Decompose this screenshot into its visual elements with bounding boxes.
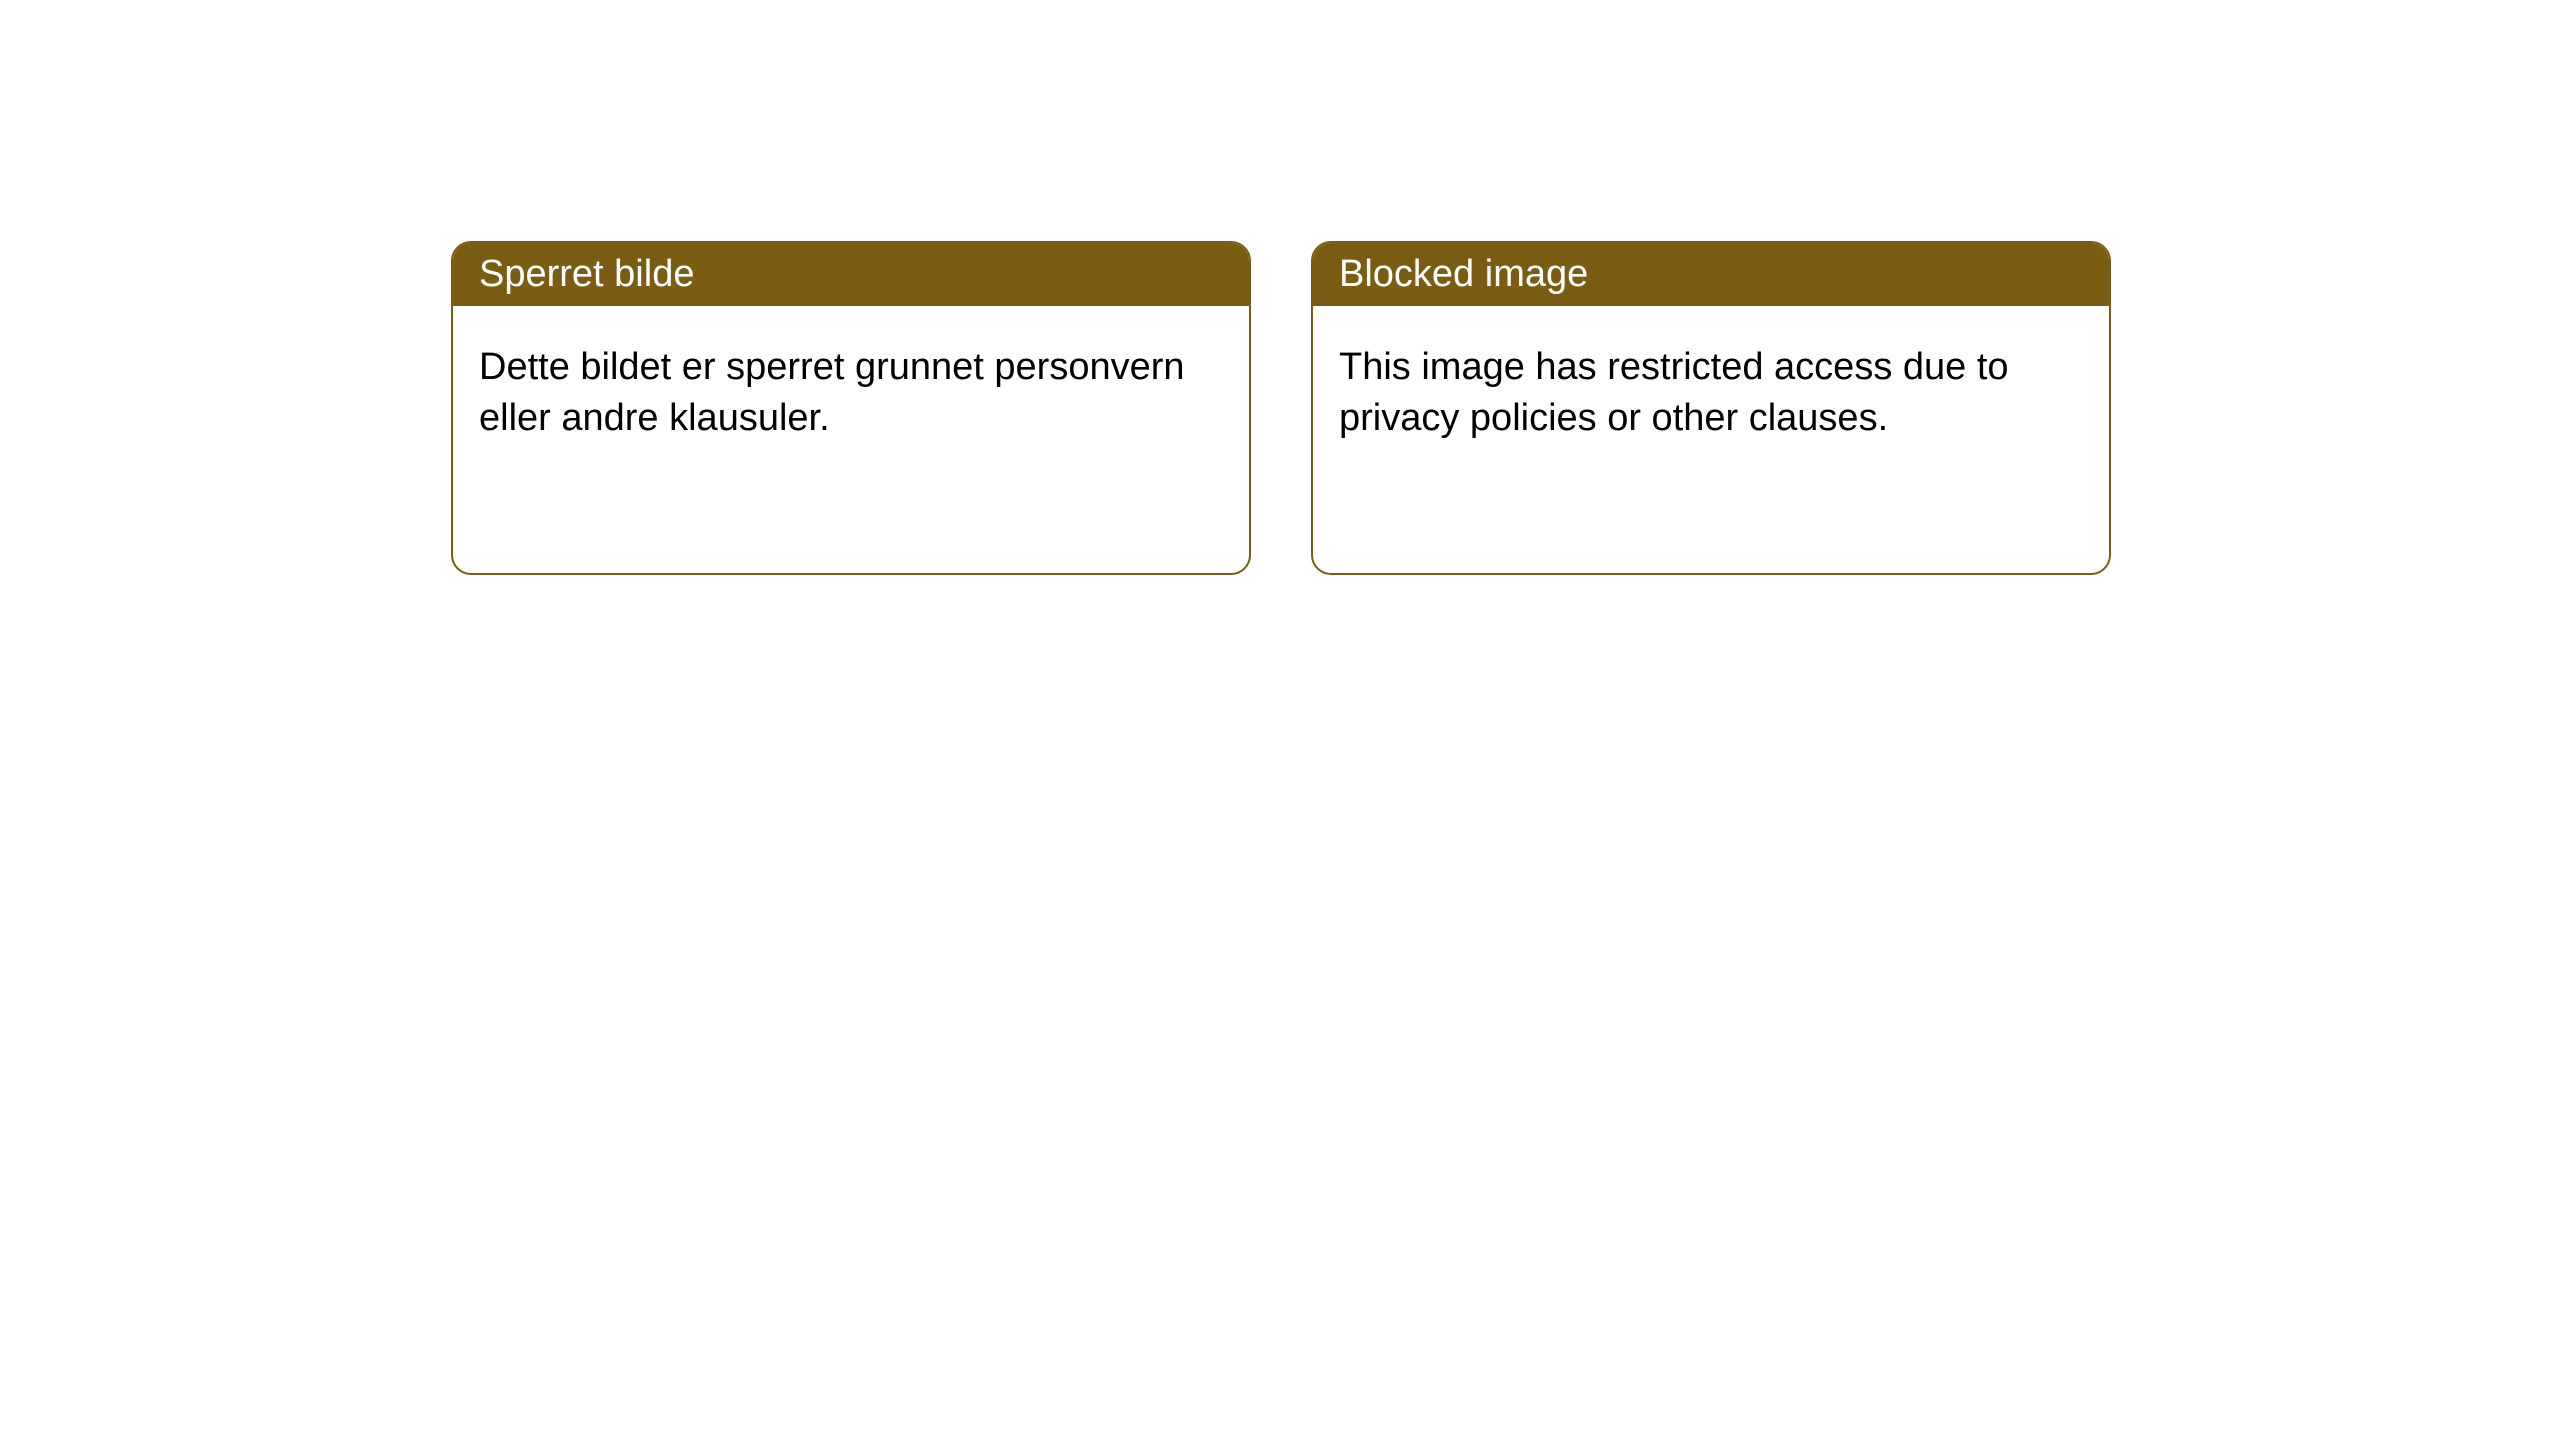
notice-body: Dette bildet er sperret grunnet personve… [453,306,1249,481]
notice-header: Sperret bilde [453,243,1249,306]
notice-body: This image has restricted access due to … [1313,306,2109,481]
notice-title: Blocked image [1339,253,1588,295]
notice-header: Blocked image [1313,243,2109,306]
notice-body-text: Dette bildet er sperret grunnet personve… [479,346,1185,439]
notice-container: Sperret bilde Dette bildet er sperret gr… [451,241,2111,575]
notice-card-norwegian: Sperret bilde Dette bildet er sperret gr… [451,241,1251,575]
notice-body-text: This image has restricted access due to … [1339,346,2009,439]
notice-card-english: Blocked image This image has restricted … [1311,241,2111,575]
notice-title: Sperret bilde [479,253,694,295]
